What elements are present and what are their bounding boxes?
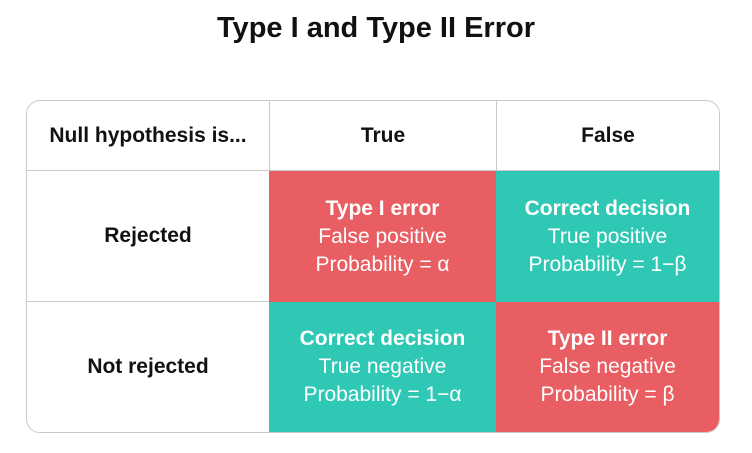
cell-title: Correct decision (300, 325, 466, 353)
cell-title: Correct decision (525, 195, 691, 223)
cell-outcome: False negative (539, 353, 676, 381)
row-label-rejected: Rejected (27, 171, 269, 302)
column-header-true: True (269, 101, 496, 171)
cell-outcome: False positive (318, 223, 446, 251)
cell-outcome: True positive (548, 223, 667, 251)
cell-title: Type II error (548, 325, 668, 353)
cell-probability: Probability = α (315, 251, 449, 279)
page-title: Type I and Type II Error (0, 12, 752, 45)
cell-type-i-error: Type I error False positive Probability … (269, 171, 496, 302)
cell-title: Type I error (326, 195, 440, 223)
column-header-false: False (496, 101, 719, 171)
cell-correct-decision-true-negative: Correct decision True negative Probabili… (269, 302, 496, 432)
cell-probability: Probability = 1−α (303, 381, 461, 409)
cell-probability: Probability = 1−β (528, 251, 686, 279)
cell-correct-decision-true-positive: Correct decision True positive Probabili… (496, 171, 719, 302)
cell-type-ii-error: Type II error False negative Probability… (496, 302, 719, 432)
error-table: Null hypothesis is... True False Rejecte… (26, 100, 720, 433)
corner-header: Null hypothesis is... (27, 101, 269, 171)
cell-probability: Probability = β (540, 381, 674, 409)
row-label-not-rejected: Not rejected (27, 302, 269, 432)
cell-outcome: True negative (319, 353, 447, 381)
